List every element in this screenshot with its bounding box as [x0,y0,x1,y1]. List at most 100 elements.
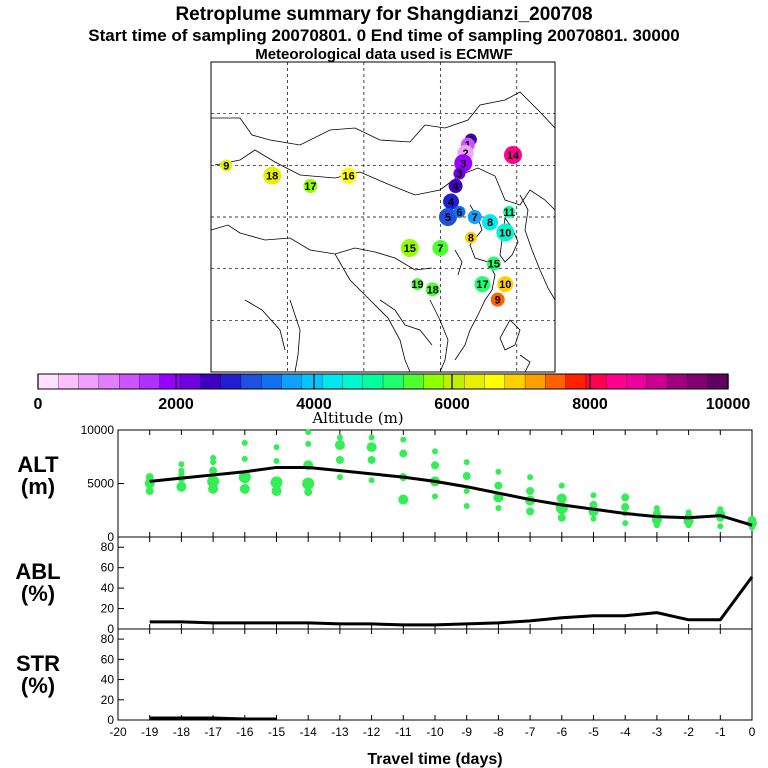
colorbar-cell [545,373,567,390]
alt-scatter-point [653,505,660,512]
plume-point [303,179,318,193]
alt-scatter-point [431,461,439,470]
alt-scatter-point [273,444,280,451]
colorbar-tick-label: 10000 [706,396,751,413]
colorbar-cell [139,373,161,390]
alt-scatter-point [622,520,629,527]
colorbar-cell [382,373,404,390]
colorbar-tick-label: 0 [34,396,43,413]
plume-point-label: 2 [462,148,468,160]
colorbar-cell [707,373,729,390]
plume-point [263,166,282,185]
plume-point [438,208,457,226]
colorbar-cell [261,373,283,390]
y-tick-label: 10000 [81,423,115,437]
x-tick-label: -3 [652,725,663,739]
colorbar-cell [606,373,628,390]
y-tick-label: 80 [101,632,115,646]
x-tick-label: -15 [268,725,286,739]
plume-point [425,282,440,297]
x-tick-label: -11 [395,725,412,739]
plume-point [474,276,491,293]
alt-scatter-point [367,455,376,464]
str-series-line [149,716,277,721]
plume-point [340,167,357,184]
alt-scatter-point [400,436,407,443]
alt-scatter-point [336,474,343,481]
alt-scatter-point [685,522,692,529]
alt-scatter-point [270,476,283,489]
alt-scatter-point [210,454,217,461]
plume-point-label: 16 [342,171,354,183]
plume-point-label: 18 [427,284,439,296]
plume-point [411,278,424,291]
plume-point [490,292,505,307]
x-tick-label: -1 [715,725,726,739]
colorbar-cell [565,373,587,390]
panel-alt: 0 5000 10000 ALT(m) [17,423,757,544]
plume-point-label: 3 [460,158,466,170]
chart-title: Retroplume summary for Shangdianzi_20070… [175,4,593,25]
plume-point-label: 3 [456,169,462,181]
alt-scatter-point [207,475,220,488]
plume-point [464,231,477,244]
colorbar-ticks: 0 2000 4000 6000 8000 10000 [34,374,751,413]
plume-point [453,205,466,218]
x-tick-label: -20 [109,725,127,739]
alt-scatter-point [210,459,217,466]
plume-point-label: 10 [499,228,511,240]
alt-scatter-point [463,502,470,509]
panel-label-unit: (%) [21,673,55,698]
alt-scatter-point [526,507,535,516]
colorbar-tick-label: 2000 [158,396,194,413]
plume-point [482,214,499,231]
y-tick-label: 40 [101,673,115,687]
x-tick-label: -8 [493,725,504,739]
alt-scatter-point [368,434,375,441]
plume-point-label: 6 [456,207,462,219]
panel-abl: 0 20 40 60 80 ABL(%) [15,536,754,636]
colorbar-cell [484,373,506,390]
plume-point-label: 7 [472,212,478,224]
abl-series-line [149,575,754,627]
chart-subtitle-met: Meteorological data used is ECMWF [255,46,513,63]
plume-point-label: 14 [507,150,520,162]
colorbar-cell [423,373,445,390]
y-tick-label: 0 [107,713,114,727]
alt-scatter-point [178,461,185,468]
alt-scatter-point [209,466,218,475]
plume-point [453,167,466,180]
alt-scatter-point [495,505,502,512]
colorbar-cell [37,373,59,390]
alt-scatter-point [336,434,343,441]
map-frame [210,61,556,373]
panel-label-unit: (%) [21,581,55,606]
alt-scatter-point [241,455,248,462]
alt-scatter-point [273,458,280,465]
plume-point [220,159,233,172]
x-tick-label: -2 [683,725,694,739]
colorbar-cell [504,373,526,390]
alt-scatter-point [145,486,154,495]
plume-point-label: 8 [468,233,474,245]
y-tick-label: 40 [101,581,115,595]
y-tick-label: 80 [101,540,115,554]
alt-scatter-point [557,513,566,522]
colorbar-cell [301,373,323,390]
x-tick-label: -18 [173,725,191,739]
alt-scatter-point [463,487,470,494]
colorbar-tick-label: 8000 [572,396,608,413]
x-tick-label: -10 [426,725,444,739]
alt-scatter-point [558,482,565,489]
plume-point-label: 7 [437,243,443,255]
alt-scatter-point [556,493,567,504]
colorbar-cell [200,373,222,390]
alt-scatter-point [368,477,375,484]
x-tick-label: -6 [556,725,567,739]
colorbar-cell [687,373,709,390]
y-tick-label: 20 [101,602,115,616]
alt-mean-line [149,465,753,527]
plume-point-label: 15 [404,243,416,255]
alt-scatter-point [527,474,534,481]
alt-scatter-point [399,449,408,458]
